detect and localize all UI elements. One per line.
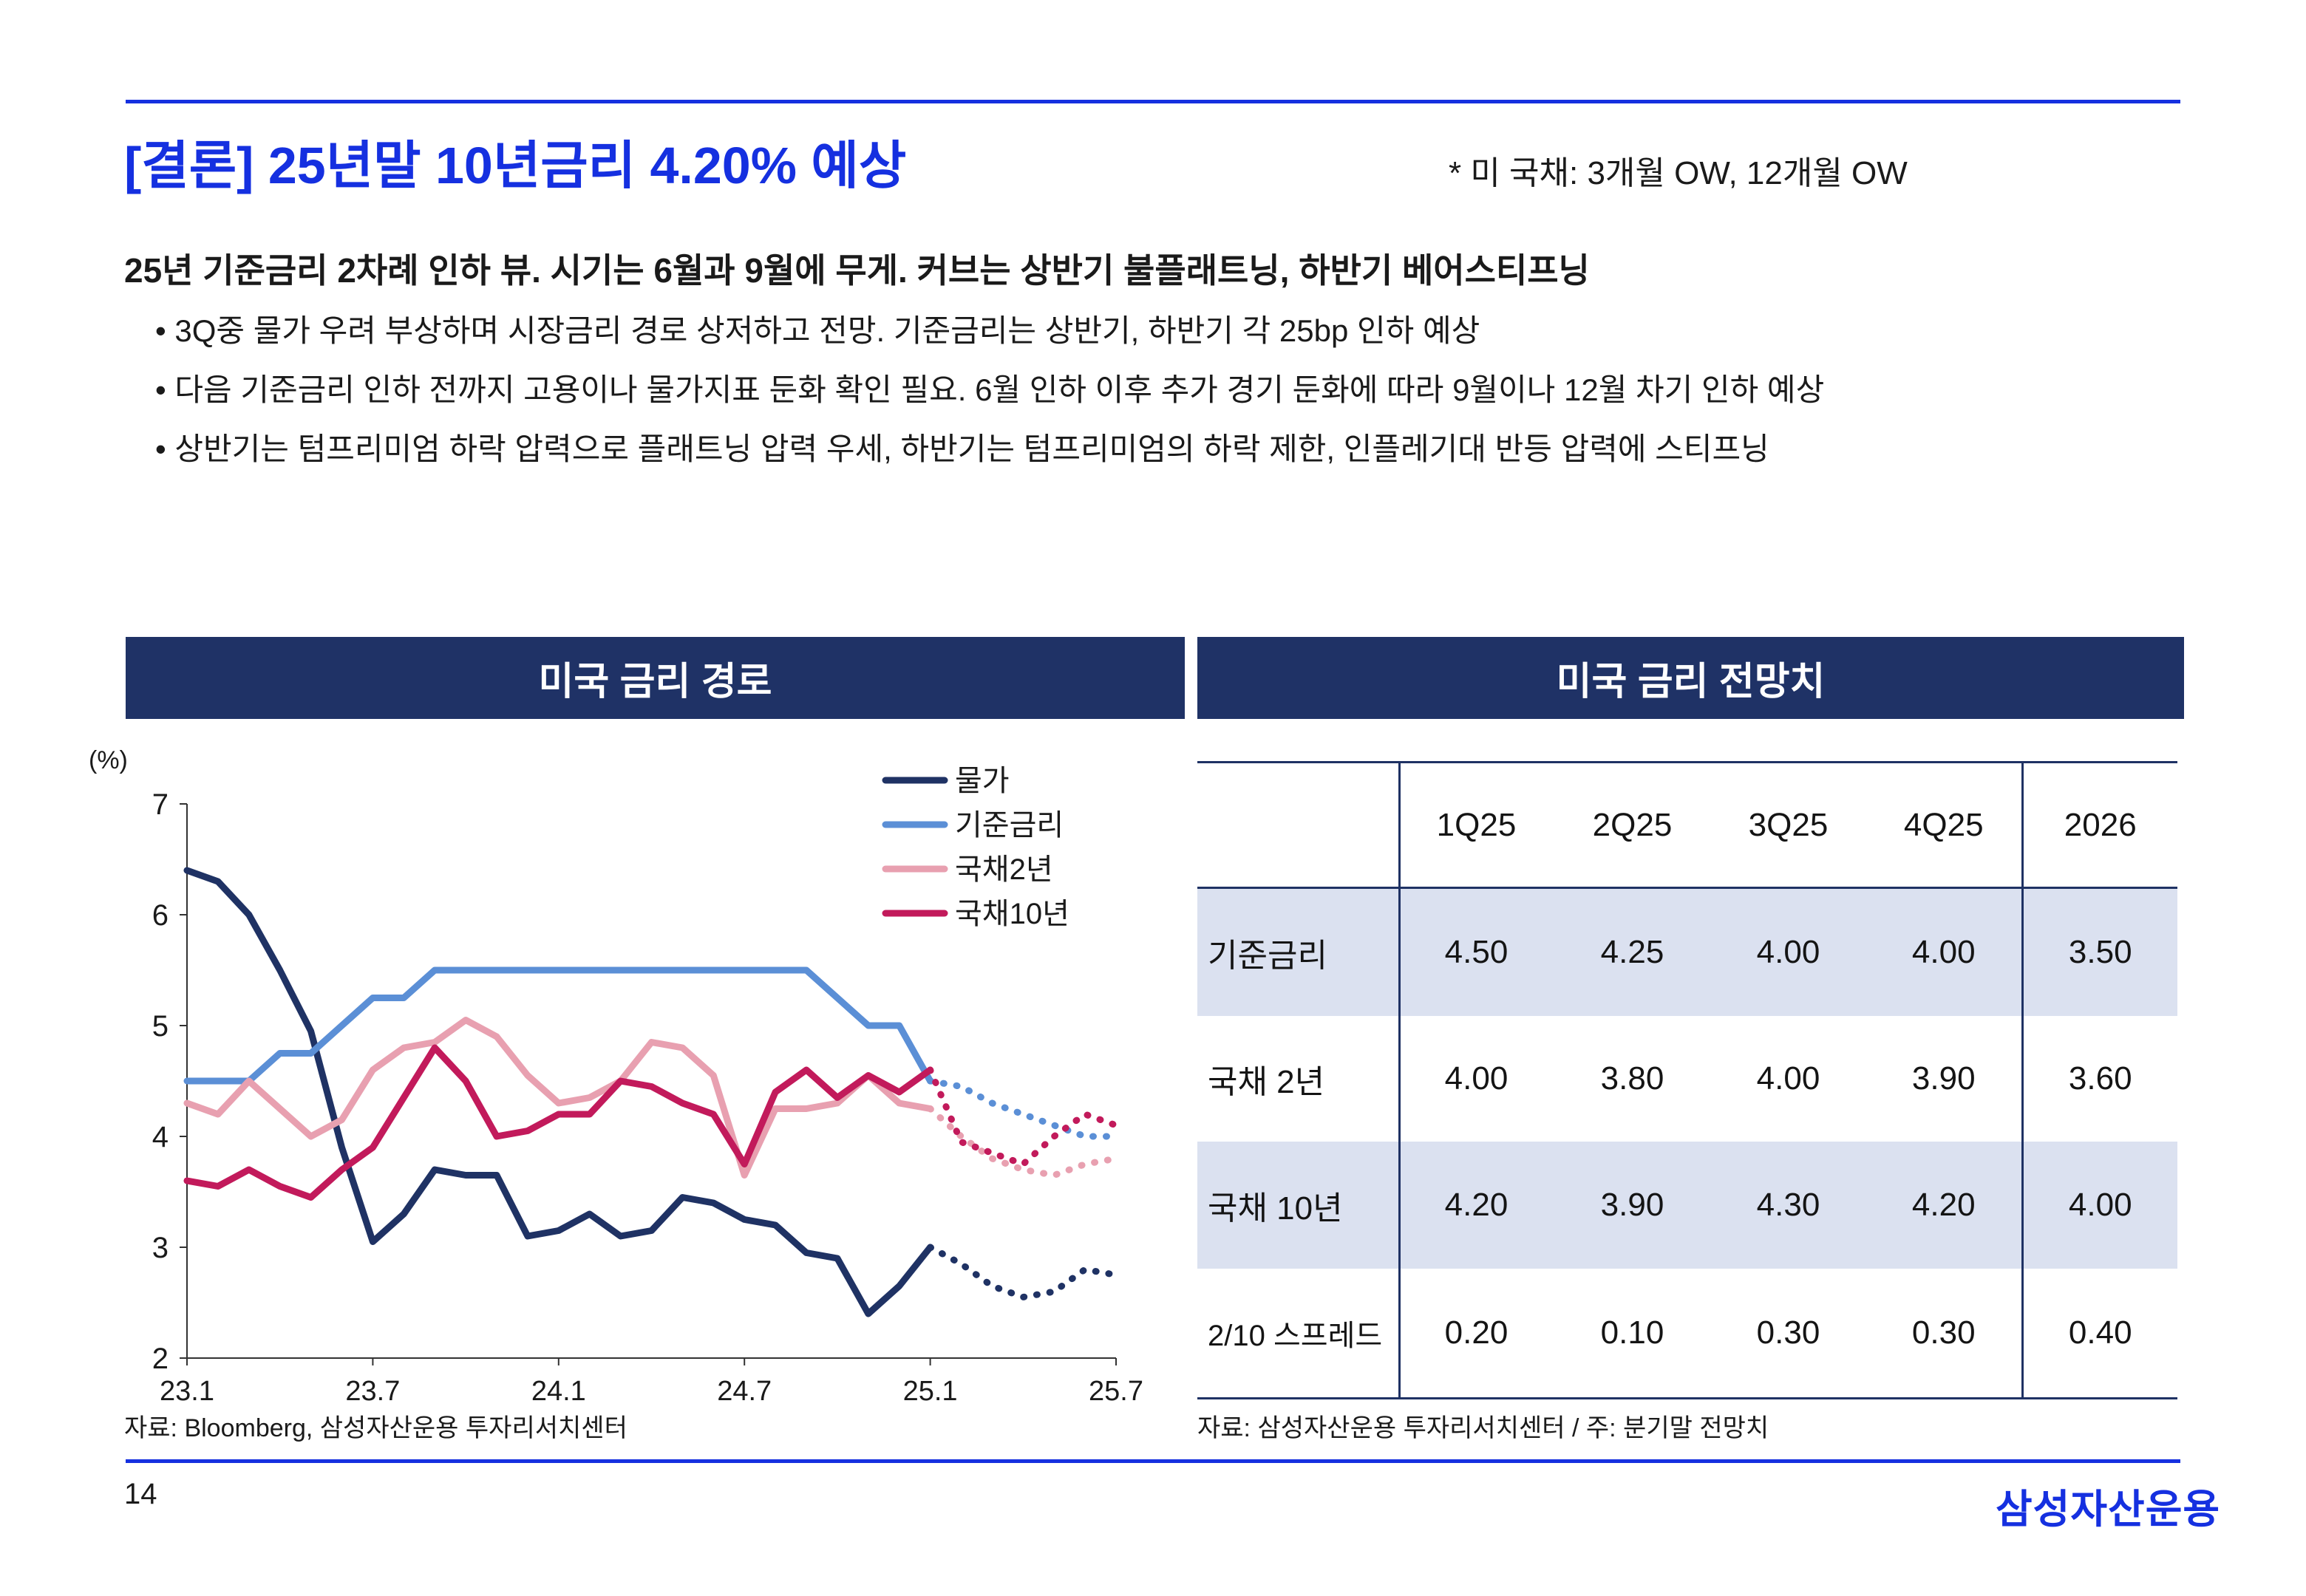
svg-text:24.1: 24.1 (531, 1376, 586, 1407)
svg-text:국채10년: 국채10년 (955, 898, 1069, 930)
svg-text:24.7: 24.7 (717, 1376, 772, 1407)
svg-text:물가: 물가 (955, 765, 1010, 797)
svg-text:3: 3 (152, 1232, 169, 1264)
svg-text:6: 6 (152, 899, 169, 932)
svg-text:2: 2 (152, 1343, 169, 1375)
svg-text:기준금리: 기준금리 (955, 809, 1064, 842)
svg-text:25.1: 25.1 (903, 1376, 958, 1407)
svg-text:25.7: 25.7 (1089, 1376, 1143, 1407)
svg-text:23.7: 23.7 (345, 1376, 400, 1407)
svg-text:국채2년: 국채2년 (955, 853, 1053, 886)
svg-text:4: 4 (152, 1121, 169, 1153)
svg-text:7: 7 (152, 788, 169, 821)
svg-text:23.1: 23.1 (160, 1376, 214, 1407)
svg-text:5: 5 (152, 1010, 169, 1043)
